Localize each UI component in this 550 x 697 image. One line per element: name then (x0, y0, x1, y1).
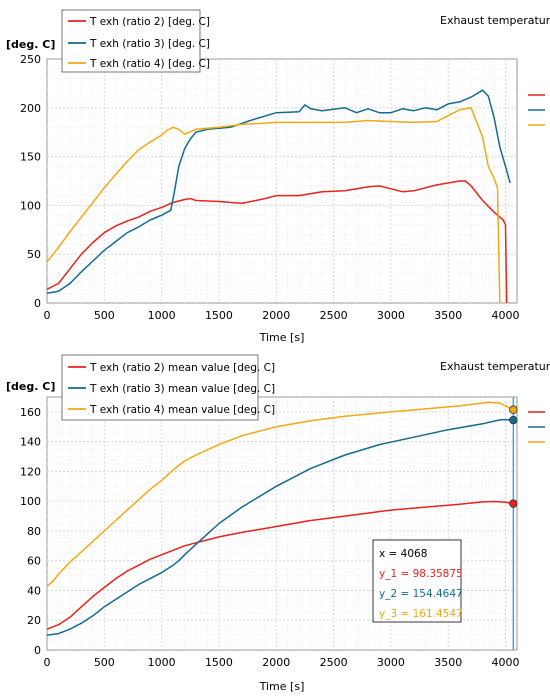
bottom-y-tick-60: 60 (27, 555, 41, 568)
top-x-axis-label: Time [s] (259, 331, 305, 344)
top-y-tick-100: 100 (20, 199, 41, 212)
bottom-y-tick-120: 120 (20, 465, 41, 478)
bottom-series-line-ratio2 (46, 500, 514, 630)
top-x-tick-0: 0 (44, 309, 51, 322)
top-x-ticks: 0 500 1000 1500 2000 2500 3000 3500 4000 (44, 309, 520, 322)
top-y-ticks: 0 50 100 150 200 250 (20, 53, 41, 310)
cursor-readout: x = 4068 y_1 = 98.35875 y_2 = 154.4647 y… (372, 539, 463, 623)
top-y-tick-150: 150 (20, 151, 41, 164)
bottom-series-lines (46, 401, 514, 636)
cursor[interactable] (509, 397, 518, 650)
top-x-tick-2500: 2500 (320, 309, 348, 322)
bottom-series-line-ratio3 (46, 418, 514, 636)
bottom-x-tick-0: 0 (44, 656, 51, 669)
bottom-y-axis-label: [deg. C] (6, 380, 55, 393)
top-y-axis-label: [deg. C] (6, 38, 55, 51)
readout-y2: y_2 = 154.4647 (379, 588, 463, 600)
top-series-line-ratio4 (46, 107, 501, 304)
bottom-y-tick-140: 140 (20, 436, 41, 449)
bottom-x-tick-3000: 3000 (377, 656, 405, 669)
top-x-tick-3500: 3500 (434, 309, 462, 322)
bottom-y-tick-0: 0 (34, 644, 41, 657)
top-series-line-ratio3 (46, 89, 511, 294)
bottom-legend-box (61, 354, 259, 421)
bottom-legend-label-ratio2: T exh (ratio 2) mean value [deg. C] (89, 362, 275, 374)
bottom-x-ticks: 0 500 1000 1500 2000 2500 3000 3500 4000 (44, 656, 520, 669)
bottom-y-tick-80: 80 (27, 525, 41, 538)
bottom-x-tick-1000: 1000 (148, 656, 176, 669)
bottom-y-tick-40: 40 (27, 584, 41, 597)
bottom-y-tick-20: 20 (27, 614, 41, 627)
top-plot-area[interactable] (46, 58, 518, 304)
bottom-x-tick-3500: 3500 (434, 656, 462, 669)
top-series-line-ratio2 (46, 180, 508, 304)
bottom-x-tick-500: 500 (94, 656, 115, 669)
top-legend-label-ratio2: T exh (ratio 2) [deg. C] (89, 16, 210, 28)
top-x-tick-500: 500 (94, 309, 115, 322)
top-legend: T exh (ratio 2) [deg. C] T exh (ratio 3)… (61, 9, 210, 73)
bottom-legend: T exh (ratio 2) mean value [deg. C] T ex… (61, 354, 275, 421)
bottom-y-ticks: 0 20 40 60 80 100 120 140 160 (20, 406, 41, 657)
top-chart-title: Exhaust temperature (440, 14, 550, 27)
bottom-legend-label-ratio3: T exh (ratio 3) mean value [deg. C] (89, 383, 275, 395)
top-x-tick-4000: 4000 (492, 309, 520, 322)
cursor-marker-ratio2 (509, 499, 518, 508)
top-series-lines (46, 89, 511, 304)
top-x-tick-2000: 2000 (262, 309, 290, 322)
cursor-marker-ratio4 (509, 405, 518, 414)
readout-box (372, 539, 462, 623)
top-panel: Exhaust temperature [deg. C] 0 50 100 150 20… (6, 9, 550, 344)
bottom-y-tick-100: 100 (20, 495, 41, 508)
cursor-marker-ratio3 (509, 415, 518, 425)
top-x-tick-1500: 1500 (205, 309, 233, 322)
top-x-tick-1000: 1000 (148, 309, 176, 322)
readout-x: x = 4068 (379, 548, 427, 560)
top-y-tick-250: 250 (20, 53, 41, 66)
bottom-x-tick-1500: 1500 (205, 656, 233, 669)
top-y-tick-200: 200 (20, 102, 41, 115)
bottom-chart-title: Exhaust temperature (440, 360, 550, 373)
bottom-series-line-ratio4 (46, 401, 514, 587)
bottom-x-axis-label: Time [s] (259, 680, 305, 693)
top-y-tick-50: 50 (27, 248, 41, 261)
top-x-tick-3000: 3000 (377, 309, 405, 322)
readout-y3: y_3 = 161.4547 (379, 608, 463, 620)
bottom-y-tick-160: 160 (20, 406, 41, 419)
bottom-legend-label-ratio4: T exh (ratio 4) mean value [deg. C] (89, 404, 275, 416)
bottom-x-tick-2500: 2500 (320, 656, 348, 669)
bottom-x-tick-2000: 2000 (262, 656, 290, 669)
bottom-x-tick-4000: 4000 (492, 656, 520, 669)
readout-y1: y_1 = 98.35875 (379, 568, 463, 580)
bottom-panel: Exhaust temperature [deg. C] 0 20 40 60 80 10… (6, 354, 550, 693)
top-y-tick-0: 0 (34, 297, 41, 310)
top-legend-label-ratio4: T exh (ratio 4) [deg. C] (89, 58, 210, 70)
top-legend-label-ratio3: T exh (ratio 3) [deg. C] (89, 38, 210, 50)
